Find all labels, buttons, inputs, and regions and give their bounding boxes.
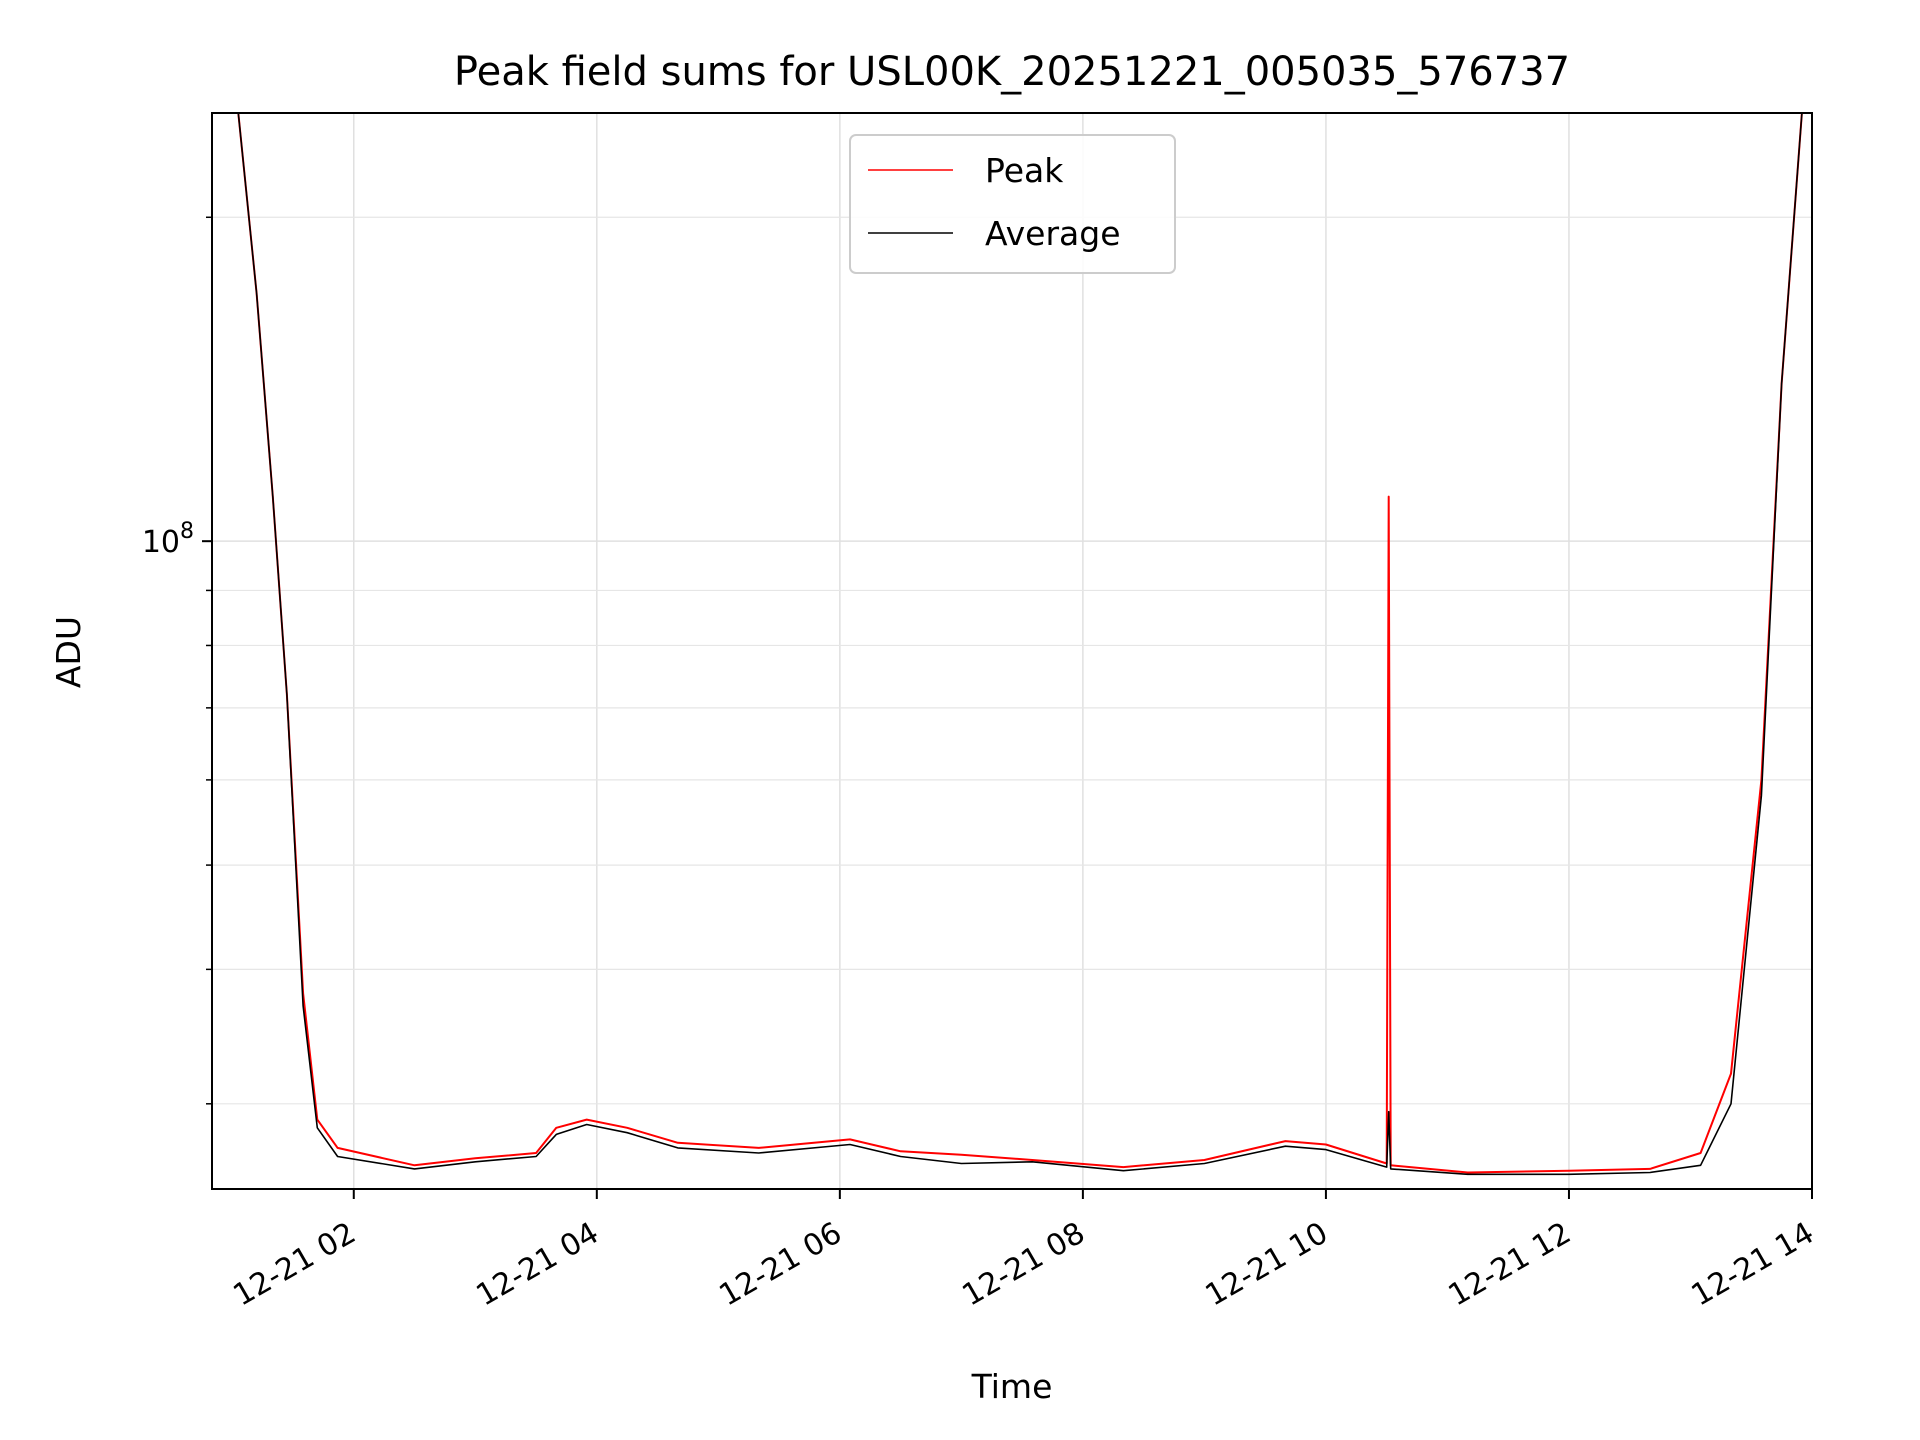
y-tick-label: 108 — [142, 519, 194, 560]
chart-title: Peak field sums for USL00K_20251221_0050… — [454, 49, 1570, 95]
legend: Peak Average — [849, 134, 1176, 274]
grid-lines — [212, 113, 1813, 1189]
y-axis-label: ADU — [49, 616, 88, 688]
plot-series — [212, 113, 1812, 1176]
legend-peak-label: Peak — [985, 151, 1064, 190]
series-average-line — [212, 113, 1812, 1176]
x-axis-label: Time — [971, 1367, 1053, 1406]
legend-average-label: Average — [985, 214, 1121, 253]
series-peak-line — [212, 113, 1812, 1174]
plot-frame — [211, 112, 1813, 1190]
